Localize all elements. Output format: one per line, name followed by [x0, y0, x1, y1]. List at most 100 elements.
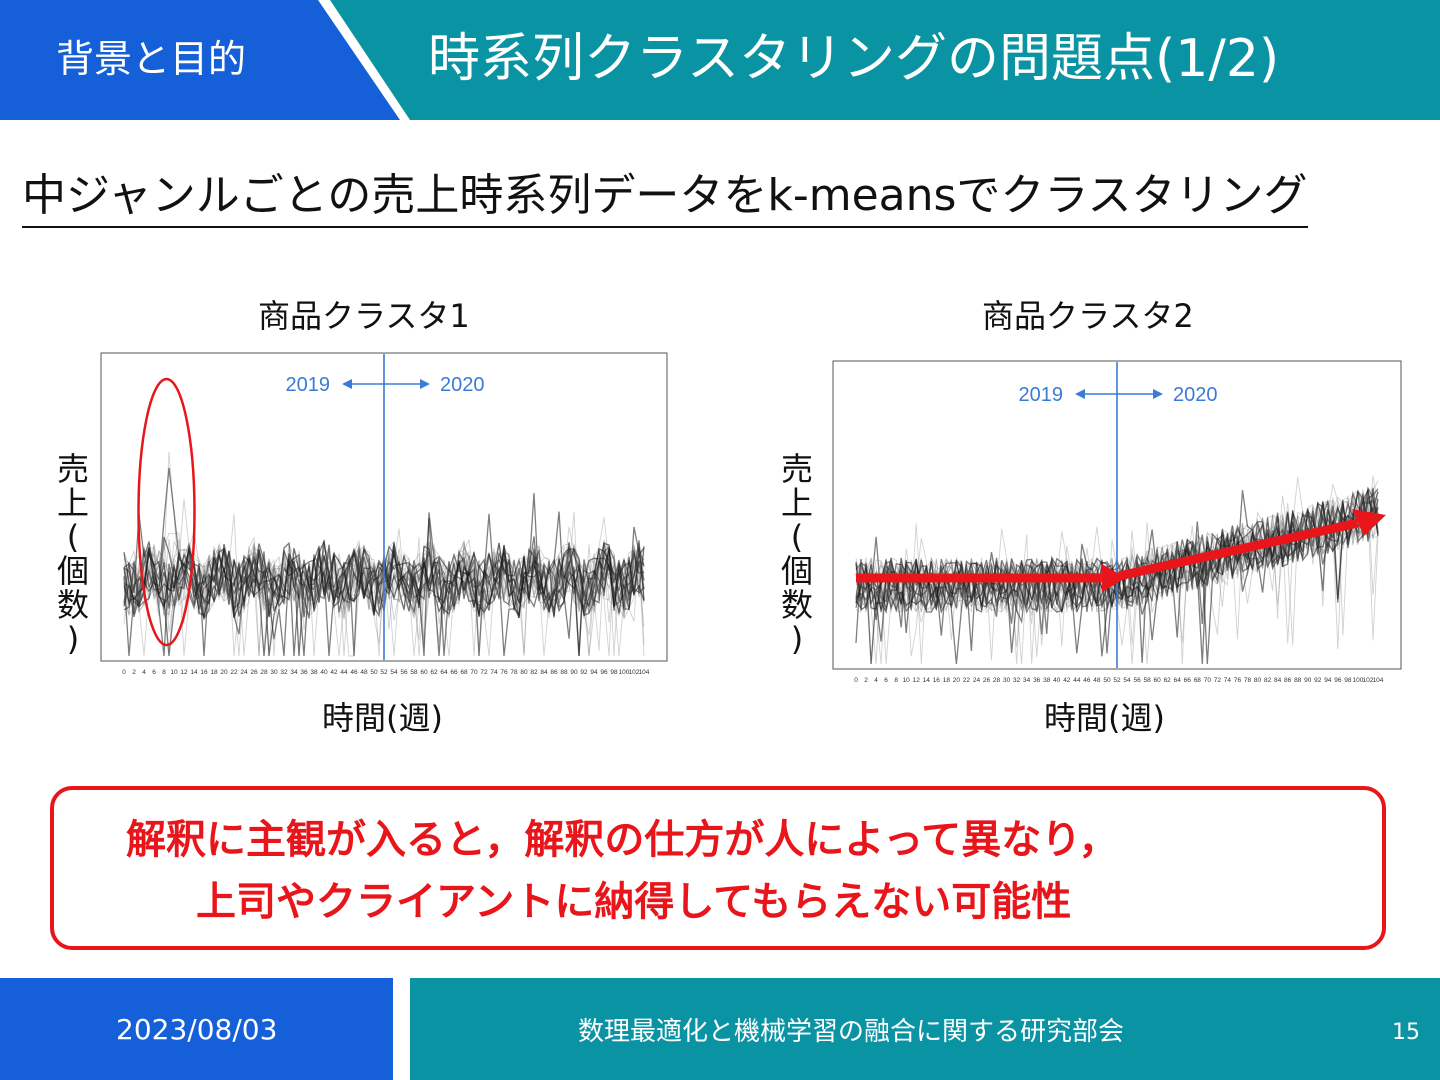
x-tick-label: 34 [1023, 677, 1031, 684]
year-arrow-right-head [1153, 389, 1163, 399]
x-tick-label: 52 [380, 669, 388, 676]
x-tick-label: 2 [864, 677, 868, 684]
callout-line-1: 解釈に主観が入ると，解釈の仕方が人によって異なり， [126, 817, 1119, 863]
x-tick-label: 102 [1363, 677, 1374, 684]
x-tick-label: 96 [1334, 677, 1342, 684]
year-arrow-left-head [1075, 389, 1085, 399]
x-tick-label: 82 [530, 669, 538, 676]
x-tick-label: 48 [1093, 677, 1101, 684]
x-tick-label: 28 [260, 669, 268, 676]
x-tick-label: 84 [1274, 677, 1282, 684]
x-tick-label: 22 [963, 677, 971, 684]
x-tick-label: 36 [1033, 677, 1041, 684]
x-tick-label: 98 [610, 669, 618, 676]
x-tick-label: 68 [460, 669, 468, 676]
x-tick-label: 50 [370, 669, 378, 676]
x-tick-label: 12 [913, 677, 921, 684]
x-tick-label: 22 [230, 669, 238, 676]
x-tick-label: 58 [1143, 677, 1151, 684]
x-tick-label: 48 [360, 669, 368, 676]
x-tick-label: 20 [953, 677, 961, 684]
x-tick-label: 60 [1154, 677, 1162, 684]
x-tick-label: 80 [520, 669, 528, 676]
footer-date: 2023/08/03 [116, 1013, 278, 1046]
x-tick-label: 76 [500, 669, 508, 676]
trend-arrow-2020 [1118, 518, 1359, 581]
chart1-ylabel: 売上(個数) [56, 450, 89, 658]
x-tick-label: 74 [490, 669, 498, 676]
x-tick-label: 38 [310, 669, 318, 676]
x-tick-label: 62 [1164, 677, 1172, 684]
x-tick-label: 100 [1352, 677, 1363, 684]
x-tick-label: 28 [993, 677, 1001, 684]
x-tick-label: 76 [1234, 677, 1242, 684]
x-tick-label: 60 [420, 669, 428, 676]
trend-arrow-2020-head [1351, 509, 1386, 536]
footer-organization: 数理最適化と機械学習の融合に関する研究部会 [578, 1017, 1125, 1047]
x-tick-label: 72 [1214, 677, 1222, 684]
x-tick-label: 100 [619, 669, 630, 676]
chart2-ylabel: 売上(個数) [780, 450, 813, 658]
x-tick-label: 68 [1194, 677, 1202, 684]
x-tick-label: 32 [1013, 677, 1021, 684]
x-tick-label: 18 [210, 669, 218, 676]
trend-arrow-2019-head [1101, 564, 1126, 592]
x-tick-label: 72 [480, 669, 488, 676]
conclusion-callout: 解釈に主観が入ると，解釈の仕方が人によって異なり， 上司やクライアントに納得して… [50, 786, 1386, 950]
x-tick-label: 64 [1174, 677, 1182, 684]
x-tick-label: 26 [250, 669, 258, 676]
x-tick-label: 14 [923, 677, 931, 684]
x-tick-label: 82 [1264, 677, 1272, 684]
x-tick-label: 104 [639, 669, 650, 676]
x-tick-label: 74 [1224, 677, 1232, 684]
x-tick-label: 42 [330, 669, 338, 676]
x-tick-label: 12 [180, 669, 188, 676]
x-tick-label: 86 [550, 669, 558, 676]
slide-title: 時系列クラスタリングの問題点(1/2) [428, 29, 1280, 89]
x-tick-label: 88 [560, 669, 568, 676]
page-number: 15 [1392, 1020, 1420, 1045]
x-tick-label: 94 [590, 669, 598, 676]
x-tick-label: 66 [1184, 677, 1192, 684]
x-tick-label: 78 [510, 669, 518, 676]
x-tick-label: 34 [290, 669, 298, 676]
x-tick-label: 18 [943, 677, 951, 684]
x-tick-label: 4 [874, 677, 878, 684]
x-tick-label: 56 [1133, 677, 1141, 684]
x-tick-label: 40 [320, 669, 328, 676]
x-tick-label: 102 [629, 669, 640, 676]
x-tick-label: 10 [170, 669, 178, 676]
x-tick-label: 2 [132, 669, 136, 676]
x-tick-label: 42 [1063, 677, 1071, 684]
x-tick-label: 104 [1373, 677, 1384, 684]
chart2-title: 商品クラスタ2 [982, 297, 1194, 335]
x-tick-label: 0 [122, 669, 126, 676]
x-tick-label: 84 [540, 669, 548, 676]
x-tick-label: 52 [1113, 677, 1121, 684]
x-tick-label: 70 [1204, 677, 1212, 684]
x-tick-label: 46 [1083, 677, 1091, 684]
x-tick-label: 54 [1123, 677, 1131, 684]
year-label-right: 2020 [440, 374, 485, 396]
x-tick-label: 80 [1254, 677, 1262, 684]
x-tick-label: 38 [1043, 677, 1051, 684]
x-tick-label: 0 [854, 677, 858, 684]
x-tick-label: 58 [410, 669, 418, 676]
x-tick-label: 8 [894, 677, 898, 684]
x-tick-label: 88 [1294, 677, 1302, 684]
x-tick-label: 16 [933, 677, 941, 684]
x-tick-label: 6 [152, 669, 156, 676]
x-tick-label: 10 [903, 677, 911, 684]
x-tick-label: 44 [340, 669, 348, 676]
chart1-title: 商品クラスタ1 [258, 297, 470, 335]
x-tick-label: 8 [162, 669, 166, 676]
x-tick-label: 70 [470, 669, 478, 676]
x-tick-label: 32 [280, 669, 288, 676]
x-tick-label: 36 [300, 669, 308, 676]
x-tick-label: 56 [400, 669, 408, 676]
callout-line-2: 上司やクライアントに納得してもらえない可能性 [196, 879, 1072, 925]
x-tick-label: 30 [1003, 677, 1011, 684]
x-tick-label: 64 [440, 669, 448, 676]
